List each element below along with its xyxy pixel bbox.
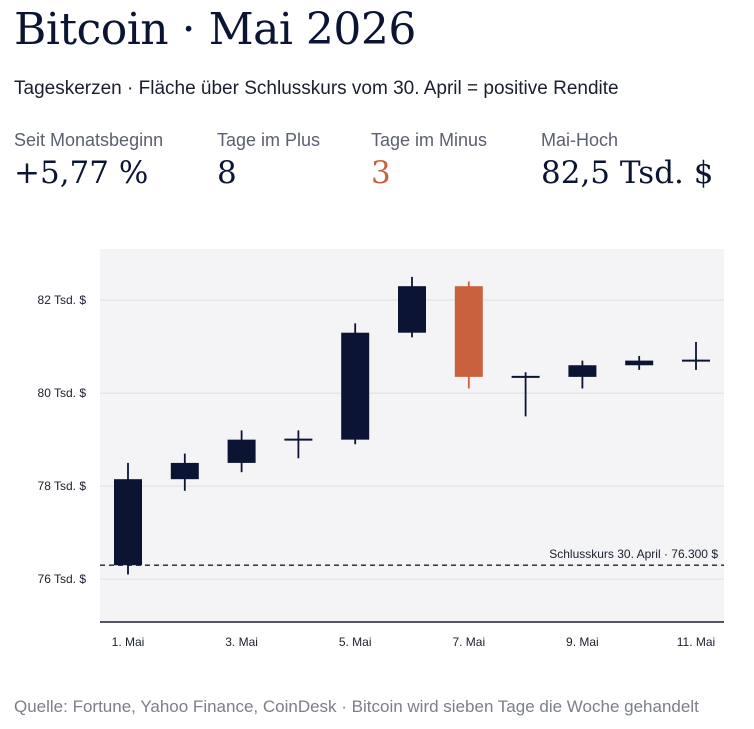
kpi-value: 3: [371, 155, 391, 191]
candle-body: [454, 286, 483, 377]
candle: [398, 276, 426, 338]
candle: [682, 342, 710, 370]
y-tick-label: 78 Tsd. $: [38, 479, 87, 493]
kpi-label: Mai-Hoch: [541, 130, 619, 150]
x-tick-label: 9. Mai: [566, 635, 599, 649]
candle-body: [114, 479, 142, 566]
kpi-label: Seit Monatsbeginn: [14, 130, 164, 150]
y-tick-label: 80 Tsd. $: [38, 386, 87, 400]
candle: [170, 453, 199, 491]
candle-body: [625, 360, 654, 366]
x-tick-label: 7. Mai: [452, 635, 485, 649]
kpi-label: Tage im Plus: [217, 130, 321, 150]
candle-body: [568, 365, 597, 377]
candle: [284, 430, 313, 459]
chart-subtitle: Tageskerzen · Fläche über Schlusskurs vo…: [14, 78, 619, 99]
candle: [454, 281, 483, 389]
candle: [341, 323, 370, 445]
kpi-value: 8: [217, 155, 237, 191]
candle: [625, 355, 654, 370]
candle-body: [170, 462, 199, 480]
x-tick-label: 5. Mai: [339, 635, 372, 649]
candle: [227, 430, 256, 473]
y-tick-label: 82 Tsd. $: [38, 293, 87, 307]
kpi-label: Tage im Minus: [371, 130, 488, 150]
kpi-days-up: Tage im Plus 8: [217, 130, 320, 191]
candle-body: [398, 286, 426, 333]
x-tick-label: 1. Mai: [112, 635, 145, 649]
x-tick-label: 11. Mai: [677, 635, 715, 649]
kpi-value: +5,77 %: [14, 155, 149, 191]
candle: [568, 360, 597, 389]
candle: [511, 372, 540, 417]
chart-title: Bitcoin · Mai 2026: [14, 4, 416, 55]
reference-line-label: Schlusskurs 30. April · 76.300 $: [549, 547, 718, 561]
candle: [114, 462, 142, 575]
y-tick-label: 76 Tsd. $: [38, 572, 87, 586]
x-tick-label: 3. Mai: [225, 635, 258, 649]
kpi-may-high: Mai-Hoch 82,5 Tsd. $: [541, 130, 713, 191]
source-note: Quelle: Fortune, Yahoo Finance, CoinDesk…: [14, 697, 699, 716]
candle-body: [227, 439, 256, 463]
kpi-value: 82,5 Tsd. $: [541, 155, 714, 191]
kpi-month-to-date: Seit Monatsbeginn +5,77 %: [14, 130, 163, 191]
candle-body: [341, 332, 370, 440]
kpi-days-down: Tage im Minus 3: [371, 130, 487, 191]
